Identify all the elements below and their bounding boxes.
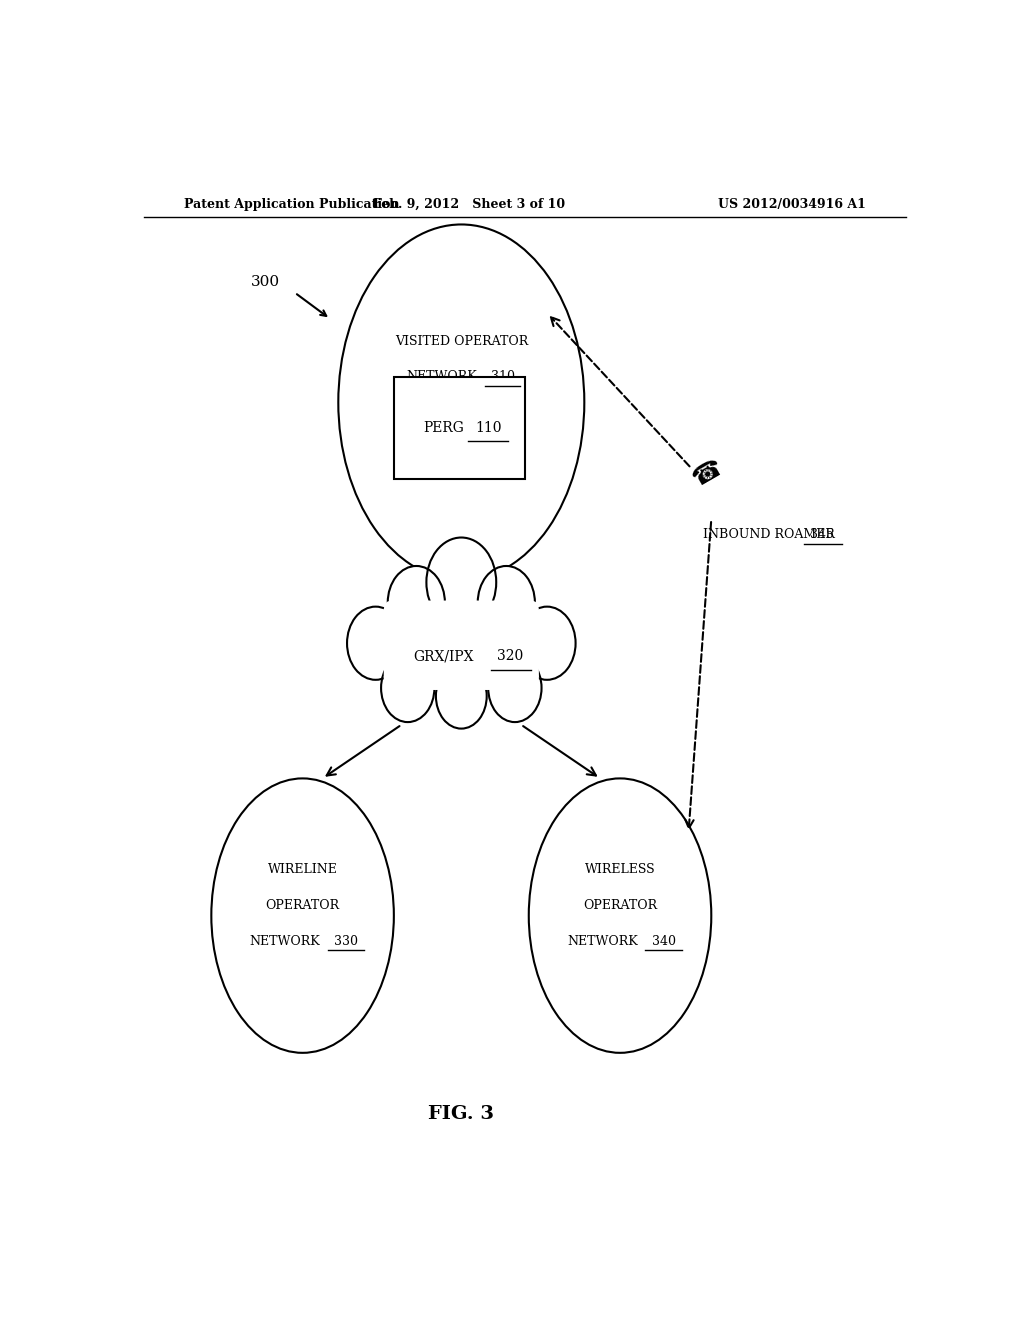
Text: Patent Application Publication: Patent Application Publication	[183, 198, 399, 211]
Text: 300: 300	[251, 276, 281, 289]
Circle shape	[388, 566, 444, 639]
Circle shape	[478, 566, 535, 639]
Text: FIG. 3: FIG. 3	[428, 1105, 495, 1123]
Text: PERG: PERG	[423, 421, 464, 434]
Text: NETWORK: NETWORK	[567, 935, 638, 948]
Text: Feb. 9, 2012   Sheet 3 of 10: Feb. 9, 2012 Sheet 3 of 10	[373, 198, 565, 211]
Circle shape	[488, 653, 542, 722]
Text: 345: 345	[810, 528, 835, 541]
Circle shape	[347, 607, 404, 680]
Ellipse shape	[528, 779, 712, 1053]
Text: NETWORK: NETWORK	[407, 371, 477, 383]
Circle shape	[436, 664, 486, 729]
Text: ☎: ☎	[688, 455, 727, 491]
Text: INBOUND ROAMER: INBOUND ROAMER	[703, 528, 836, 541]
Bar	[394, 378, 525, 479]
Text: VISITED OPERATOR: VISITED OPERATOR	[394, 335, 528, 348]
Text: GRX/IPX: GRX/IPX	[414, 649, 474, 664]
Circle shape	[426, 537, 497, 627]
Ellipse shape	[211, 779, 394, 1053]
Text: US 2012/0034916 A1: US 2012/0034916 A1	[718, 198, 866, 211]
Text: WIRELESS: WIRELESS	[585, 863, 655, 876]
Circle shape	[518, 607, 575, 680]
Text: 340: 340	[651, 935, 676, 948]
Text: WIRELINE: WIRELINE	[267, 863, 338, 876]
Circle shape	[381, 653, 434, 722]
Text: OPERATOR: OPERATOR	[265, 899, 340, 912]
Text: 110: 110	[475, 421, 502, 434]
Ellipse shape	[338, 224, 585, 581]
Text: 320: 320	[498, 649, 523, 664]
Text: 330: 330	[334, 935, 358, 948]
FancyBboxPatch shape	[384, 601, 539, 690]
Text: 310: 310	[490, 371, 515, 383]
Text: NETWORK: NETWORK	[250, 935, 321, 948]
Text: OPERATOR: OPERATOR	[583, 899, 657, 912]
